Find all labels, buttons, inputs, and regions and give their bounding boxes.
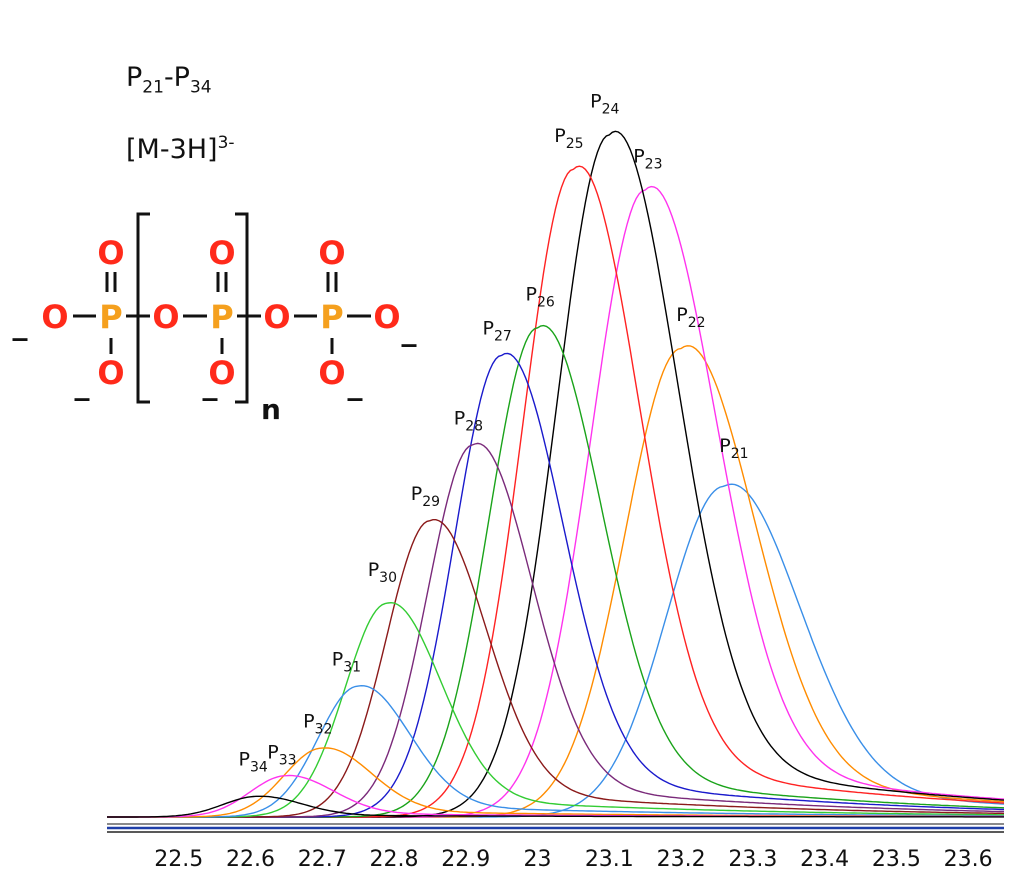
curve-p34 [107,795,1004,818]
peak-label-p26: P26 [526,283,555,310]
x-tick-label: 23 [524,847,552,872]
peak-label-p30: P30 [368,559,397,586]
peak-labels: P21P22P23P24P25P26P27P28P29P30P31P32P33P… [239,90,749,775]
oxygen-atom: O [208,354,235,392]
curve-p23 [107,185,1005,818]
x-tick-label: 22.7 [298,847,347,872]
oxygen-atom: O [152,298,179,336]
chromatogram-curves [107,130,1005,818]
oxygen-atom: O [373,298,400,336]
negative-charge: _ [13,307,28,342]
oxygen-atom: O [97,234,124,272]
curve-p30 [107,601,1004,818]
peak-label-p32: P32 [303,710,332,737]
phosphorus-atom: P [320,298,343,336]
x-tick-labels: 22.5 22.6 22.7 22.8 22.9 23 23.1 23.2 23.3 23.4 23… [154,847,992,872]
x-tick-label: 22.6 [226,847,275,872]
curve-p26 [107,324,1005,818]
peak-label-p28: P28 [454,407,483,434]
curve-p24 [107,130,1005,818]
oxygen-atom: O [318,354,345,392]
x-tick-label: 23.5 [872,847,921,872]
oxygen-atom: O [41,298,68,336]
x-tick-label: 23.1 [585,847,634,872]
x-tick-label: 23.2 [657,847,706,872]
x-tick-label: 22.9 [441,847,490,872]
peak-label-p22: P22 [676,304,705,331]
peak-label-p33: P33 [267,741,296,768]
left-bracket [136,212,150,404]
oxygen-atom: O [97,354,124,392]
negative-charge: _ [203,367,218,402]
curve-p29 [107,519,1005,818]
x-tick-label: 23.3 [728,847,777,872]
x-tick-label: 22.8 [370,847,419,872]
phosphorus-atom: P [99,298,122,336]
oxygen-atom: O [263,298,290,336]
x-axis [107,823,1004,833]
peak-label-p27: P27 [483,318,512,345]
ion-label: [M-3H]3- [126,133,235,165]
negative-charge: _ [402,313,417,348]
repeat-subscript-n: n [261,393,281,426]
peak-label-p29: P29 [411,483,440,510]
negative-charge: _ [348,367,363,402]
peak-label-p34: P34 [239,748,268,775]
phosphorus-atom: P [210,298,233,336]
polymer-range-label: P21-P34 [126,62,212,98]
oxygen-atom: O [318,234,345,272]
peak-label-p25: P25 [554,125,583,152]
x-tick-label: 23.6 [944,847,993,872]
peak-label-p31: P31 [332,648,361,675]
peak-label-p21: P21 [719,435,748,462]
x-tick-label: 23.4 [800,847,849,872]
oxygen-atom: O [208,234,235,272]
negative-charge: _ [75,367,90,402]
peak-label-p24: P24 [590,90,619,117]
x-tick-label: 22.5 [154,847,203,872]
peak-label-p23: P23 [633,145,662,172]
curve-p31 [107,684,1004,818]
right-bracket [235,212,249,404]
